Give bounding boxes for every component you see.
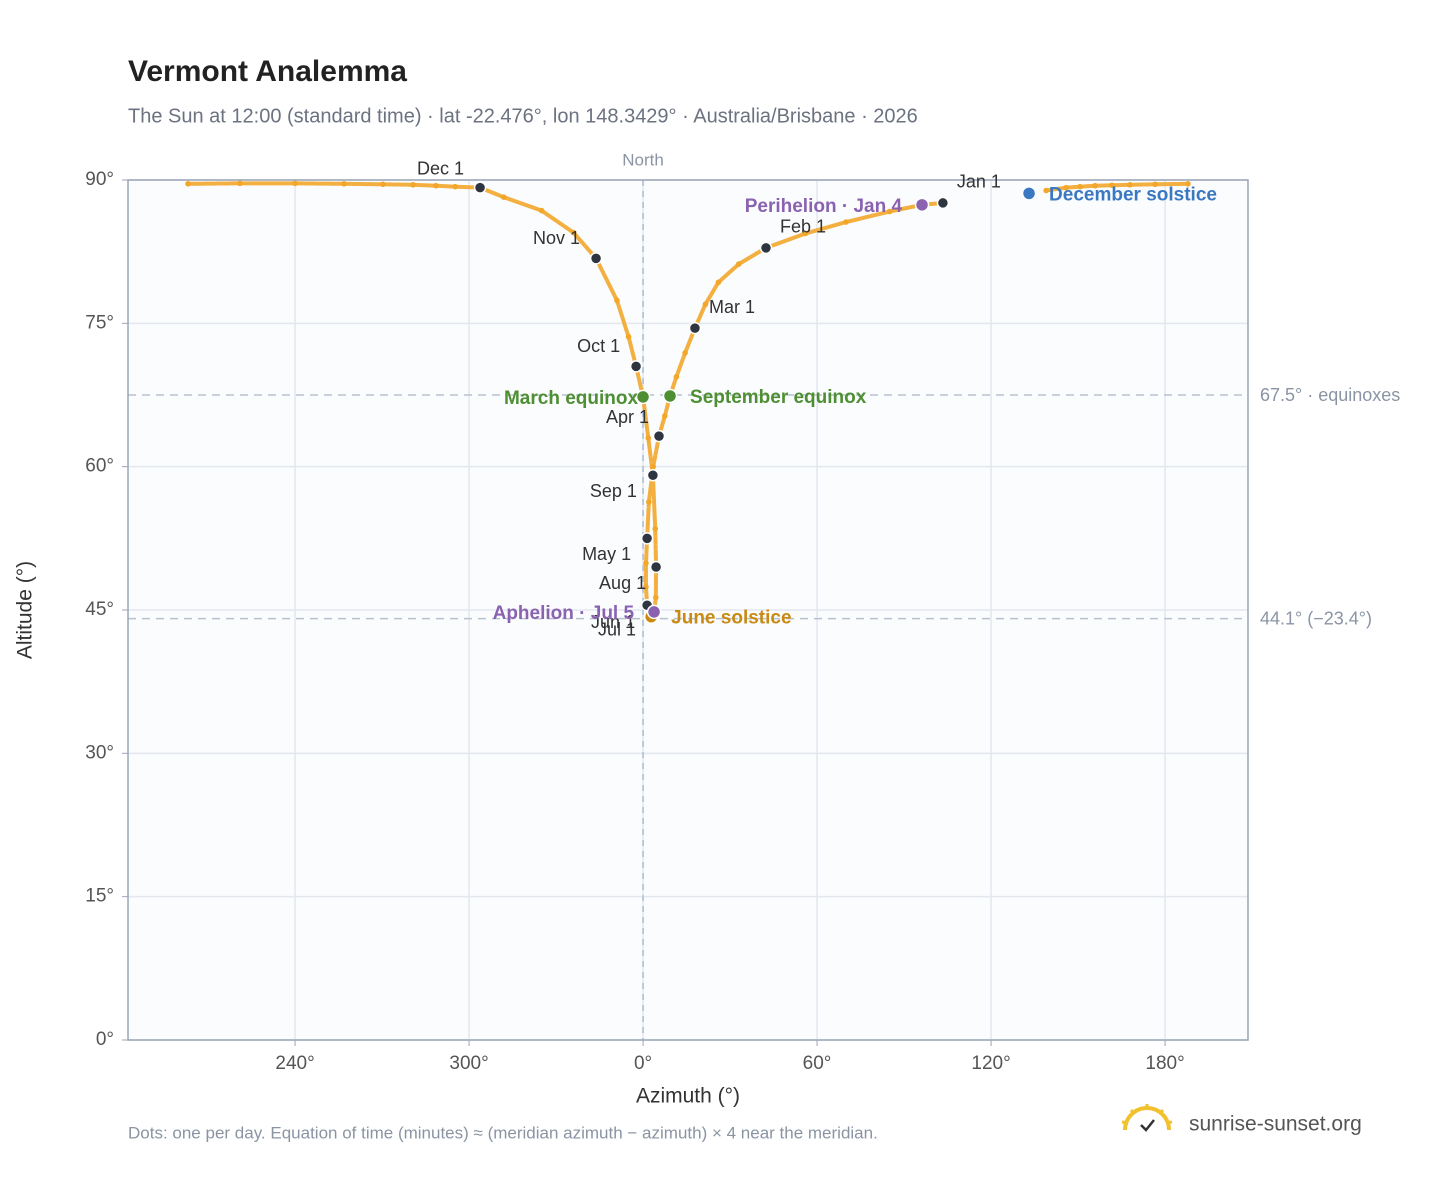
- month-label: May 1: [582, 544, 631, 564]
- month-marker: [640, 532, 654, 545]
- day-dot: [661, 413, 668, 419]
- day-dot: [452, 183, 458, 190]
- y-tick-label: 90°: [85, 169, 114, 190]
- month-label: Feb 1: [780, 217, 826, 237]
- day-dot: [570, 229, 577, 236]
- day-dot: [614, 297, 620, 304]
- x-tick-label: 300°: [449, 1053, 488, 1074]
- reference-label: 44.1° (−23.4°): [1260, 608, 1372, 628]
- day-dot: [1127, 181, 1133, 188]
- month-label: Jan 1: [957, 172, 1001, 192]
- y-tick-label: 30°: [85, 742, 114, 763]
- y-tick-label: 15°: [85, 886, 114, 907]
- x-tick-label: 180°: [1145, 1053, 1184, 1074]
- month-marker: [688, 321, 702, 335]
- month-marker: [629, 360, 643, 373]
- x-tick-label: 240°: [275, 1053, 314, 1074]
- day-dot: [735, 261, 742, 267]
- brand-name: sunrise-sunset.org: [1189, 1113, 1362, 1136]
- day-dot: [341, 181, 347, 187]
- month-marker: [646, 469, 660, 482]
- day-dot: [1063, 184, 1069, 191]
- day-dot: [1077, 183, 1083, 190]
- day-dot: [538, 207, 545, 214]
- month-marker: [652, 429, 666, 443]
- footnote: Dots: one per day. Equation of time (min…: [128, 1123, 878, 1142]
- x-tick-label: 60°: [803, 1053, 832, 1074]
- event-marker: [662, 388, 678, 404]
- day-dot: [673, 374, 680, 380]
- day-dot: [237, 180, 243, 187]
- day-dot: [643, 560, 649, 566]
- day-dot: [715, 279, 722, 286]
- day-dot: [646, 499, 652, 505]
- day-dot: [1152, 181, 1158, 188]
- month-label: Oct 1: [577, 336, 620, 356]
- day-dot: [1092, 182, 1098, 189]
- month-marker: [473, 181, 487, 194]
- day-dot: [886, 208, 893, 215]
- month-marker: [589, 252, 603, 265]
- y-tick-label: 60°: [85, 456, 114, 477]
- day-dot: [652, 525, 659, 532]
- marks: [185, 180, 1191, 624]
- event-label: Perihelion · Jan 4: [745, 196, 903, 217]
- chart-title: Vermont Analemma: [128, 55, 407, 88]
- day-dot: [380, 181, 386, 188]
- y-axis-label: Altitude (°): [14, 561, 37, 659]
- day-dot: [501, 194, 507, 200]
- month-marker: [936, 196, 950, 210]
- month-label: Aug 1: [599, 573, 646, 593]
- month-marker: [759, 241, 773, 255]
- event-label: Aphelion · Jul 5: [493, 603, 635, 624]
- day-dot: [650, 463, 656, 470]
- chart-subtitle: The Sun at 12:00 (standard time) · lat -…: [128, 105, 918, 127]
- event-label: December solstice: [1049, 184, 1217, 205]
- reference-label: 67.5° · equinoxes: [1260, 385, 1400, 405]
- x-axis-label: Azimuth (°): [636, 1085, 740, 1108]
- event-marker: [1021, 186, 1037, 201]
- north-label: North: [622, 150, 664, 169]
- day-dot: [1043, 187, 1049, 194]
- x-tick-label: 0°: [634, 1053, 652, 1074]
- day-dot: [433, 182, 439, 189]
- month-label: Apr 1: [606, 407, 649, 427]
- event-marker: [914, 197, 930, 213]
- month-label: Sep 1: [590, 481, 637, 501]
- month-label: Jun 1: [591, 612, 635, 632]
- y-tick-label: 45°: [85, 599, 114, 620]
- day-dot: [645, 435, 652, 441]
- event-marker: [646, 604, 662, 620]
- y-tick-label: 75°: [85, 312, 114, 333]
- month-label: Dec 1: [417, 158, 464, 178]
- day-dot: [1109, 182, 1115, 189]
- month-marker: [649, 560, 663, 574]
- day-dot: [643, 584, 649, 590]
- day-dot: [682, 350, 688, 356]
- day-dot: [185, 181, 191, 187]
- grid: [128, 179, 1248, 1041]
- day-dot: [625, 333, 632, 340]
- day-dot: [702, 301, 709, 308]
- day-dot: [802, 230, 809, 237]
- event-label: March equinox: [504, 388, 639, 409]
- y-tick-label: 0°: [96, 1029, 114, 1050]
- month-label: Nov 1: [533, 228, 580, 248]
- day-dot: [410, 181, 416, 188]
- brand-logo: [1121, 1104, 1173, 1132]
- event-label: June solstice: [671, 608, 791, 629]
- x-tick-label: 120°: [971, 1053, 1010, 1074]
- day-dot: [1185, 181, 1191, 187]
- day-dot: [653, 594, 659, 601]
- day-dot: [843, 219, 849, 225]
- event-label: September equinox: [690, 387, 867, 408]
- month-label: Jul 1: [598, 619, 636, 639]
- month-label: Mar 1: [709, 297, 755, 317]
- day-dot: [292, 180, 298, 187]
- event-marker: [635, 389, 651, 405]
